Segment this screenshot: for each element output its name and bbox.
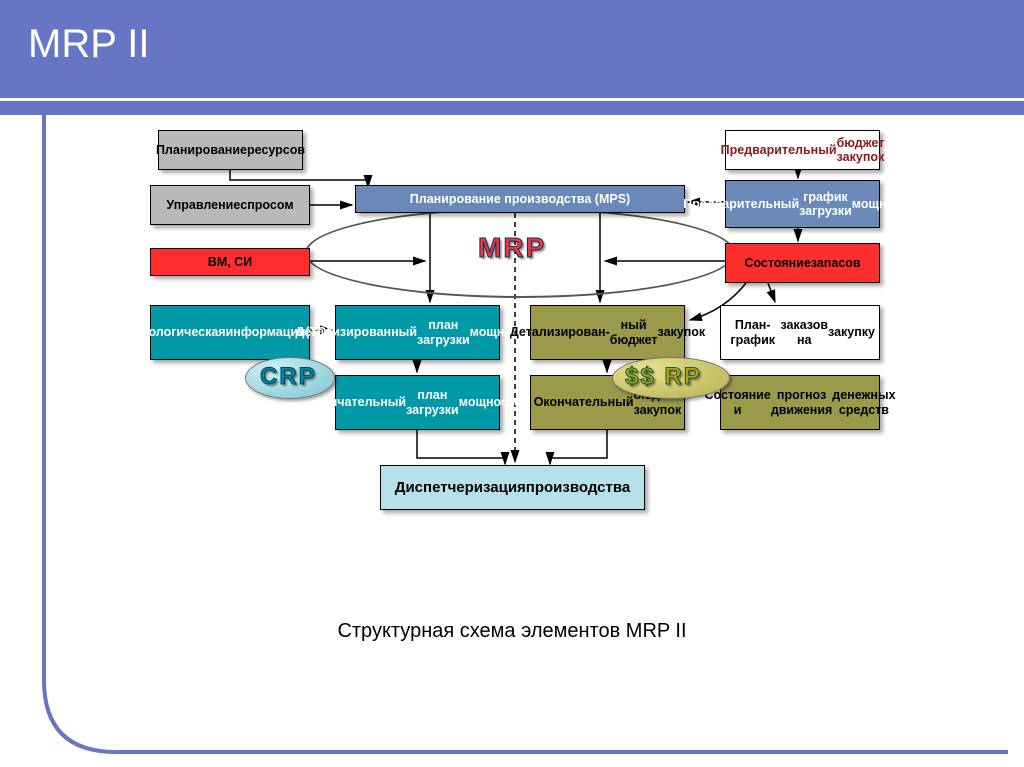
ssrp-label: $$ RP — [625, 363, 702, 391]
node-prelim-load: Предварительныйграфик загрузкимощностей — [725, 180, 880, 228]
mrp-label: MRP — [478, 232, 546, 264]
diagram-caption: Структурная схема элементов MRP II — [0, 620, 1024, 643]
node-plan-orders: План-графикзаказов назакупку — [720, 305, 880, 360]
mrp-diagram: Планированиересурсов Предварительныйбюдж… — [150, 130, 910, 610]
node-mps: Планирование производства (MPS) — [355, 185, 685, 213]
node-bm-si: ВМ, СИ — [150, 248, 310, 276]
node-detailed-load: Детализированныйплан загрузкимощностей — [335, 305, 500, 360]
node-detailed-budget: Детализирован-ный бюджетзакупок — [530, 305, 685, 360]
crp-label: CRP — [260, 363, 317, 391]
header-divider — [0, 98, 1024, 101]
node-tech-info: Технологическаяинформация(ТОН) — [150, 305, 310, 360]
node-cashflow: Состояние ипрогноз движенияденежных сред… — [720, 375, 880, 430]
slide-title: MRP II — [28, 22, 150, 66]
node-demand-mgmt: Управлениеспросом — [150, 185, 310, 225]
node-final-load: Окончательныйплан загрузкимощностей — [335, 375, 500, 430]
node-plan-resources: Планированиересурсов — [158, 130, 303, 170]
node-dispatch: Диспетчеризацияпроизводства — [380, 465, 645, 510]
node-stock: Состояниезапасов — [725, 243, 880, 283]
node-prelim-budget: Предварительныйбюджет закупок — [725, 130, 880, 170]
